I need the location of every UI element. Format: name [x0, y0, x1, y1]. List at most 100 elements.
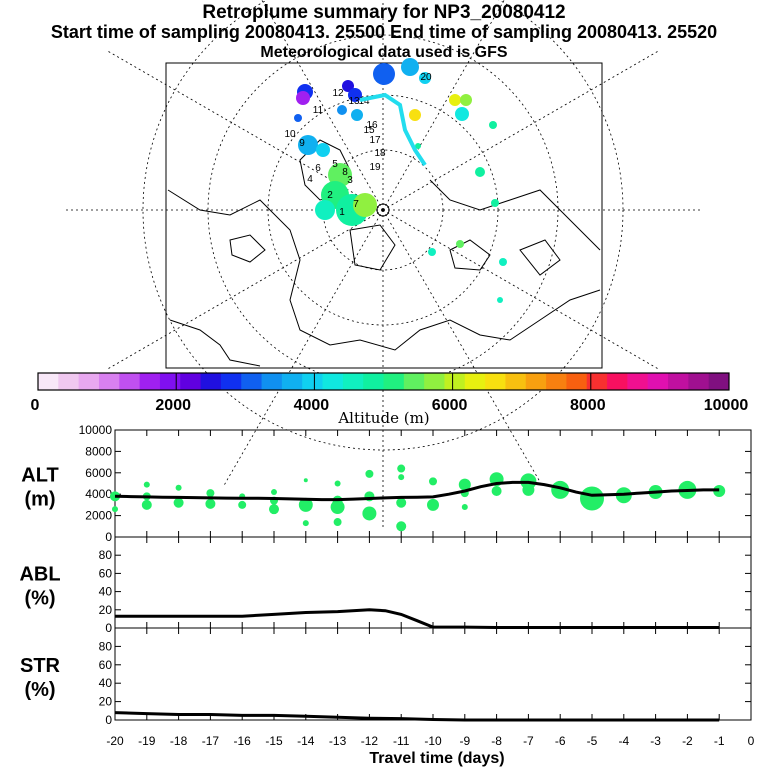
plume-dot	[365, 469, 374, 478]
x-tick-label: -19	[138, 734, 156, 748]
panel-label: (%)	[24, 588, 55, 610]
map-day-label: 3	[347, 175, 353, 186]
colorbar-cell	[444, 373, 466, 390]
colorbar-cell	[566, 373, 588, 390]
plume-dot	[112, 506, 118, 513]
colorbar-cell	[342, 373, 364, 390]
y-tick-label: 4000	[85, 487, 112, 501]
y-tick-label: 40	[99, 676, 113, 690]
plume-dot	[491, 485, 502, 496]
colorbar-cell	[383, 373, 405, 390]
y-tick-label: 80	[99, 639, 113, 653]
map-coastline	[169, 319, 261, 367]
y-tick-label: 0	[105, 621, 112, 635]
map-day-label: 4	[307, 174, 313, 185]
colorbar-cell	[139, 373, 161, 390]
colorbar-cell	[403, 373, 425, 390]
colorbar-cell	[525, 373, 547, 390]
map-plume-marker	[353, 193, 377, 217]
y-tick-label: 8000	[85, 444, 112, 458]
x-tick-label: -9	[459, 734, 470, 748]
chart-title: Retroplume summary for NP3_20080412	[202, 2, 566, 23]
panel-label: ABL	[19, 564, 60, 586]
map-day-label: 1	[339, 207, 345, 218]
colorbar-cell	[505, 373, 527, 390]
map-day-label: 18	[374, 148, 386, 159]
map-plume-marker	[342, 80, 354, 92]
colorbar-cell	[98, 373, 120, 390]
map-plume-marker	[456, 240, 464, 248]
y-tick-label: 20	[99, 603, 113, 617]
map-day-label: 9	[299, 138, 305, 149]
plume-dot	[271, 489, 277, 496]
y-tick-label: 40	[99, 585, 113, 599]
colorbar-cell	[281, 373, 303, 390]
colorbar-cell	[464, 373, 486, 390]
colorbar-cell	[688, 373, 710, 390]
plume-dot	[330, 500, 345, 515]
colorbar-cell	[668, 373, 689, 390]
panel-label: (m)	[24, 489, 55, 511]
plume-dot	[334, 480, 341, 487]
map-day-label: 15	[363, 125, 375, 136]
colorbar-cell	[546, 373, 567, 390]
colorbar-cell	[261, 373, 283, 390]
map-coastline	[449, 239, 491, 271]
colorbar-cell	[58, 373, 80, 390]
x-axis-label: Travel time (days)	[369, 750, 504, 767]
map-meridian	[105, 209, 384, 371]
plume-dot	[396, 497, 407, 508]
x-tick-label: -17	[202, 734, 220, 748]
x-tick-label: -2	[682, 734, 693, 748]
map-day-label: 10	[284, 129, 296, 140]
y-tick-label: 2000	[85, 509, 112, 523]
colorbar-tick-label: 0	[31, 397, 40, 414]
plume-dot	[427, 498, 439, 511]
colorbar-cell	[708, 373, 730, 390]
x-tick-label: -7	[523, 734, 534, 748]
colorbar-cell	[200, 373, 222, 390]
map-plume-marker	[409, 109, 421, 121]
map-meridian	[105, 49, 384, 211]
x-tick-label: -6	[555, 734, 566, 748]
map-plume-marker	[373, 63, 395, 85]
x-tick-label: -15	[265, 734, 283, 748]
map-plume-marker	[296, 91, 310, 105]
sampling-times: Start time of sampling 20080413. 25500 E…	[50, 22, 718, 42]
plume-dot	[333, 518, 342, 527]
plume-dot	[397, 464, 406, 473]
colorbar-cell	[302, 373, 324, 390]
map-plume-marker	[475, 167, 485, 177]
map-day-label: 14	[358, 96, 370, 107]
y-tick-label: 60	[99, 566, 113, 580]
map-meridian	[222, 209, 384, 488]
colorbar-cell	[220, 373, 242, 390]
map-plume-marker	[499, 258, 507, 266]
map-coastline	[519, 239, 561, 276]
panel-label: STR	[20, 655, 61, 677]
x-tick-label: -1	[714, 734, 725, 748]
map-meridian	[261, 0, 384, 211]
colorbar-cell	[647, 373, 669, 390]
map-plume-marker	[489, 121, 497, 129]
map-day-label: 12	[332, 88, 344, 99]
map-plume-marker	[348, 88, 362, 102]
colorbar-cell	[586, 373, 608, 390]
map-meridian	[382, 209, 544, 488]
panel-label: ALT	[21, 465, 58, 487]
x-tick-label: -12	[361, 734, 379, 748]
map-plume-marker	[428, 248, 436, 256]
x-tick-label: -8	[491, 734, 502, 748]
plume-dot	[238, 500, 247, 509]
plume-dot	[141, 499, 152, 510]
map-day-label: 8	[342, 167, 348, 178]
x-tick-label: -11	[393, 734, 410, 748]
map-plume-marker	[415, 143, 421, 149]
x-tick-label: -20	[106, 734, 124, 748]
colorbar-tick-label: 4000	[294, 397, 330, 414]
colorbar-frame	[37, 372, 730, 391]
map-coastline	[349, 224, 396, 271]
colorbar-cell	[363, 373, 384, 390]
plume-dot	[175, 484, 182, 491]
